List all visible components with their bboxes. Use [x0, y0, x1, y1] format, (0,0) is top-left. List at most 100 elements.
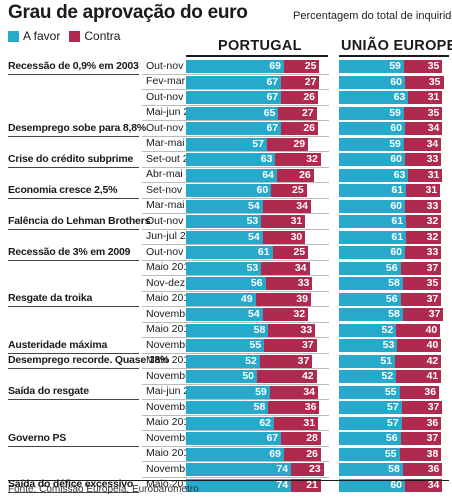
bar-contra-portugal: 34	[261, 261, 310, 275]
bar-a-favor-portugal: 54	[186, 308, 263, 321]
bar-contra-portugal: 32	[262, 308, 309, 321]
row-divider-eu	[339, 306, 449, 307]
row-divider	[142, 461, 329, 462]
bar-a-favor-portugal: 60	[186, 184, 272, 197]
row-divider	[142, 213, 329, 214]
bar-contra-portugal: 42	[257, 370, 317, 383]
event-rule	[8, 259, 139, 261]
panel-header-uniao-europeia: UNIÃO EUROPEIA	[341, 38, 452, 54]
bar-a-favor-uniao-europeia: 52	[339, 370, 397, 383]
event-rule	[8, 306, 139, 307]
row-divider	[142, 306, 329, 307]
row-divider-eu	[339, 275, 449, 276]
bar-a-favor-uniao-europeia: 57	[339, 416, 402, 430]
bar-contra-portugal: 29	[266, 137, 309, 151]
row-divider-eu	[339, 414, 449, 416]
bar-a-favor-portugal: 59	[186, 385, 270, 399]
event-label: Falência do Lehman Brothers	[8, 214, 151, 227]
event-rule	[8, 352, 139, 354]
bar-contra-portugal: 28	[281, 432, 321, 445]
event-label: Crise do crédito subprime	[8, 152, 134, 165]
bar-contra-portugal: 34	[269, 385, 319, 399]
date-label: Maio 2011	[146, 292, 195, 304]
bar-contra-portugal: 30	[262, 230, 306, 244]
row-divider-eu	[339, 476, 449, 478]
bar-contra-portugal: 37	[259, 354, 313, 368]
bar-contra-uniao-europeia: 36	[402, 463, 443, 476]
bar-a-favor-uniao-europeia: 61	[339, 184, 407, 197]
event-label: Desemprego recorde. Quase 18%	[8, 354, 170, 366]
row-divider	[142, 290, 329, 292]
bar-a-favor-portugal: 53	[186, 261, 262, 275]
bar-contra-uniao-europeia: 42	[395, 354, 442, 368]
bar-contra-portugal: 27	[281, 75, 320, 89]
bar-contra-uniao-europeia: 41	[396, 370, 442, 383]
date-label: Maio 2015	[146, 416, 196, 428]
bar-a-favor-portugal: 53	[186, 215, 262, 228]
bar-a-favor-uniao-europeia: 55	[339, 447, 400, 461]
row-divider	[142, 399, 329, 400]
event-label: Economia cresce 2,5%	[8, 183, 118, 196]
row-divider-eu	[339, 213, 449, 214]
bar-a-favor-portugal: 67	[186, 432, 282, 445]
row-divider-eu	[339, 445, 449, 447]
bar-contra-uniao-europeia: 40	[397, 339, 442, 352]
legend-swatch-a-favor	[8, 30, 19, 42]
row-divider	[142, 414, 329, 416]
row-divider	[142, 73, 329, 75]
bottom-rule	[8, 480, 449, 481]
bar-a-favor-uniao-europeia: 60	[339, 153, 405, 166]
event-label: Recessão de 3% em 2009	[8, 245, 131, 258]
row-divider-eu	[339, 104, 449, 106]
event-label: Recessão de 0,9% em 2003	[8, 59, 139, 72]
bar-contra-uniao-europeia: 33	[405, 153, 442, 166]
row-divider-eu	[339, 89, 449, 90]
bar-a-favor-uniao-europeia: 58	[339, 277, 403, 290]
row-divider-eu	[339, 151, 449, 152]
bar-a-favor-portugal: 69	[186, 447, 284, 461]
row-divider-eu	[339, 383, 449, 385]
bar-contra-uniao-europeia: 37	[400, 261, 442, 275]
row-divider	[142, 120, 329, 121]
bar-contra-uniao-europeia: 38	[399, 447, 442, 461]
row-divider-eu	[339, 166, 449, 168]
row-divider-eu	[339, 430, 449, 431]
bar-contra-uniao-europeia: 37	[401, 401, 443, 414]
event-label: Desemprego sobe para 8,8%	[8, 121, 146, 134]
row-divider	[142, 383, 329, 385]
row-divider	[142, 228, 329, 230]
row-divider	[142, 89, 329, 90]
row-divider-eu	[339, 321, 449, 323]
bar-contra-uniao-europeia: 31	[408, 168, 443, 182]
bar-contra-portugal: 27	[278, 106, 317, 120]
bar-contra-uniao-europeia: 37	[400, 292, 442, 306]
row-divider-eu	[339, 182, 449, 183]
bar-a-favor-portugal: 67	[186, 91, 282, 104]
bar-contra-portugal: 32	[275, 153, 321, 166]
bar-contra-portugal: 37	[264, 339, 317, 352]
chart-subtitle: Percentagem do total de inquiridos	[293, 10, 452, 22]
bar-a-favor-portugal: 55	[186, 339, 265, 352]
bar-a-favor-uniao-europeia: 61	[339, 215, 407, 228]
row-divider	[142, 104, 329, 106]
event-rule	[8, 73, 139, 75]
bar-a-favor-portugal: 74	[186, 463, 292, 476]
row-divider	[142, 166, 329, 168]
row-divider-eu	[339, 290, 449, 292]
event-rule	[8, 228, 139, 230]
row-divider	[142, 445, 329, 447]
row-divider-eu	[339, 352, 449, 354]
chart-title: Grau de aprovação do euro	[8, 2, 248, 23]
bar-contra-portugal: 26	[283, 447, 321, 461]
bar-a-favor-portugal: 56	[186, 277, 266, 290]
bar-contra-uniao-europeia: 31	[406, 184, 441, 197]
bar-contra-portugal: 26	[281, 91, 319, 104]
row-divider-eu	[339, 197, 449, 199]
legend: A favor Contra	[8, 29, 129, 43]
bar-contra-portugal: 39	[255, 292, 311, 306]
bar-contra-portugal: 33	[265, 277, 313, 290]
panel-header-rule-uniao-europeia	[339, 55, 449, 57]
bar-a-favor-uniao-europeia: 59	[339, 137, 404, 151]
bar-a-favor-portugal: 50	[186, 370, 257, 383]
event-label: Saída do défice excessivo	[8, 478, 134, 490]
